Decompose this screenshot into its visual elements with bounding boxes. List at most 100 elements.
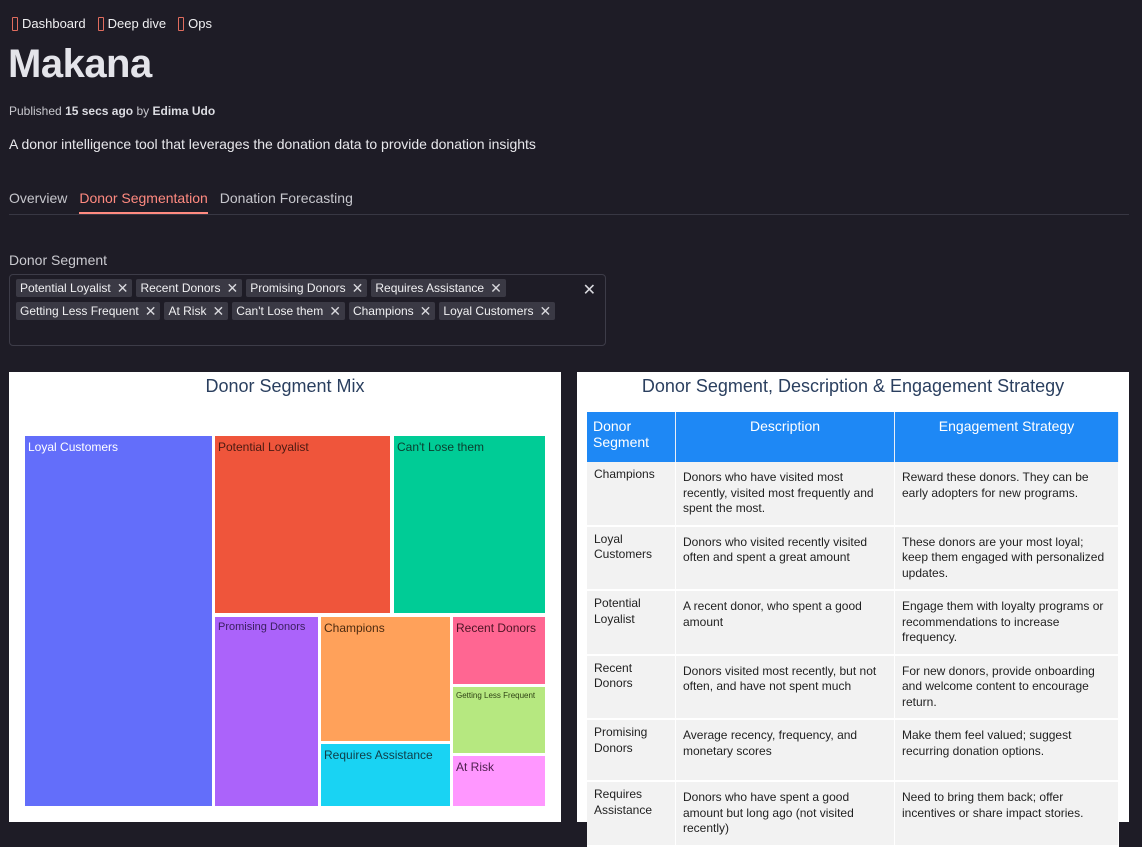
donor-segment-treemap: Loyal Customers Potential Loyalist Can't… bbox=[25, 436, 545, 806]
chip-loyal-customers: Loyal Customers ✕ bbox=[439, 302, 556, 320]
tab-bar: Overview Donor Segmentation Donation For… bbox=[9, 190, 1129, 215]
chip-label: Recent Donors bbox=[140, 281, 221, 295]
remove-chip-icon[interactable]: ✕ bbox=[329, 303, 341, 319]
chip-label: Potential Loyalist bbox=[20, 281, 111, 295]
donor-segment-multiselect[interactable]: Potential Loyalist ✕ Recent Donors ✕ Promi… bbox=[9, 274, 606, 346]
header-donor-segment: Donor Segment bbox=[587, 412, 676, 462]
cell-description: Donors who have visited most recently, v… bbox=[675, 462, 895, 527]
remove-chip-icon[interactable]: ✕ bbox=[539, 303, 552, 319]
tag-list: Dashboard Deep dive Ops bbox=[12, 16, 212, 31]
remove-chip-icon[interactable]: ✕ bbox=[351, 280, 364, 296]
tab-donation-forecasting[interactable]: Donation Forecasting bbox=[219, 190, 353, 206]
tag-label: Dashboard bbox=[22, 16, 86, 31]
chip-label: Can't Lose them bbox=[236, 304, 324, 318]
table-row: Promising Donors Average recency, freque… bbox=[587, 719, 1119, 782]
tab-donor-segmentation[interactable]: Donor Segmentation bbox=[79, 190, 208, 214]
remove-chip-icon[interactable]: ✕ bbox=[226, 280, 239, 296]
published-time: 15 secs ago bbox=[65, 104, 134, 118]
remove-chip-icon[interactable]: ✕ bbox=[419, 303, 432, 319]
treemap-cell-label: At Risk bbox=[456, 760, 495, 774]
selected-chips: Potential Loyalist ✕ Recent Donors ✕ Promi… bbox=[16, 279, 576, 320]
chip-promising-donors: Promising Donors ✕ bbox=[246, 279, 368, 297]
remove-chip-icon[interactable]: ✕ bbox=[212, 303, 225, 319]
donor-segment-label: Donor Segment bbox=[9, 252, 108, 268]
cell-segment: Recent Donors bbox=[587, 654, 676, 720]
treemap-cell-loyal-customers[interactable]: Loyal Customers bbox=[25, 436, 212, 806]
cell-strategy: These donors are your most loyal; keep t… bbox=[894, 525, 1119, 591]
table-row: Potential Loyalist A recent donor, who s… bbox=[587, 590, 1119, 656]
cell-segment: Loyal Customers bbox=[587, 525, 676, 591]
chip-label: Requires Assistance bbox=[375, 281, 485, 295]
treemap-cell-cant-lose-them[interactable]: Can't Lose them bbox=[394, 436, 545, 613]
tag-dashboard[interactable]: Dashboard bbox=[12, 16, 86, 31]
chip-at-risk: At Risk ✕ bbox=[164, 302, 229, 320]
treemap-cell-label: Potential Loyalist bbox=[218, 440, 309, 454]
tag-ops[interactable]: Ops bbox=[178, 16, 212, 31]
cell-strategy: Make them feel valued; suggest recurring… bbox=[894, 719, 1119, 782]
chip-label: Loyal Customers bbox=[443, 304, 534, 318]
app-description: A donor intelligence tool that leverages… bbox=[9, 136, 536, 152]
treemap-cell-potential-loyalist[interactable]: Potential Loyalist bbox=[215, 436, 390, 613]
tag-label: Ops bbox=[188, 16, 212, 31]
cell-strategy: For new donors, provide onboarding and w… bbox=[894, 654, 1119, 720]
chip-label: Promising Donors bbox=[250, 281, 346, 295]
tag-icon bbox=[178, 16, 185, 31]
strategy-table: Donor Segment Description Engagement Str… bbox=[587, 412, 1119, 847]
published-prefix: Published bbox=[9, 104, 62, 118]
tag-icon bbox=[97, 16, 104, 31]
chip-recent-donors: Recent Donors ✕ bbox=[136, 279, 243, 297]
treemap-cell-label: Loyal Customers bbox=[28, 440, 119, 454]
remove-chip-icon[interactable]: ✕ bbox=[144, 303, 157, 319]
remove-chip-icon[interactable]: ✕ bbox=[116, 280, 129, 296]
treemap-cell-label: Requires Assistance bbox=[324, 748, 433, 762]
table-header-row: Donor Segment Description Engagement Str… bbox=[587, 412, 1119, 462]
cell-segment: Champions bbox=[587, 462, 676, 527]
treemap-cell-champions[interactable]: Champions bbox=[321, 617, 450, 741]
published-meta: Published 15 secs ago by Edima Udo bbox=[9, 104, 215, 118]
tag-icon bbox=[12, 16, 18, 31]
chip-potential-loyalist: Potential Loyalist ✕ bbox=[16, 279, 133, 297]
treemap-cell-label: Getting Less Frequent bbox=[456, 691, 536, 700]
tag-deep-dive[interactable]: Deep dive bbox=[97, 16, 167, 31]
table-row: Champions Donors who have visited most r… bbox=[587, 462, 1119, 527]
chip-getting-less-frequent: Getting Less Frequent ✕ bbox=[16, 302, 161, 320]
treemap-cell-recent-donors[interactable]: Recent Donors bbox=[453, 617, 545, 684]
cell-description: Donors visited most recently, but not of… bbox=[675, 654, 895, 720]
treemap-cell-label: Promising Donors bbox=[218, 621, 306, 633]
author-name: Edima Udo bbox=[152, 104, 216, 118]
header-engagement-strategy: Engagement Strategy bbox=[894, 412, 1119, 462]
strategy-table-title: Donor Segment, Description & Engagement … bbox=[641, 376, 1065, 396]
clear-all-icon[interactable]: ✕ bbox=[582, 282, 596, 299]
treemap-cell-promising-donors[interactable]: Promising Donors bbox=[215, 617, 318, 806]
cell-segment: Promising Donors bbox=[587, 719, 676, 782]
strategy-panel: Donor Segment, Description & Engagement … bbox=[577, 372, 1129, 847]
remove-chip-icon[interactable]: ✕ bbox=[490, 280, 502, 296]
cell-description: Average recency, frequency, and monetary… bbox=[675, 719, 895, 782]
treemap-cell-getting-less-frequent[interactable]: Getting Less Frequent bbox=[453, 687, 545, 753]
table-row: Loyal Customers Donors who visited recen… bbox=[587, 525, 1119, 591]
page-title: Makana bbox=[8, 42, 152, 86]
table-row: Recent Donors Donors visited most recent… bbox=[587, 654, 1119, 720]
cell-strategy: Engage them with loyalty programs or rec… bbox=[894, 590, 1119, 656]
chip-label: Getting Less Frequent bbox=[20, 304, 139, 318]
chip-label: Champions bbox=[352, 304, 414, 318]
chip-label: At Risk bbox=[168, 304, 207, 318]
tag-label: Deep dive bbox=[107, 16, 167, 31]
chip-cant-lose-them: Can't Lose them ✕ bbox=[232, 302, 345, 320]
treemap-cell-requires-assistance[interactable]: Requires Assistance bbox=[321, 744, 450, 806]
header-description: Description bbox=[675, 412, 895, 462]
treemap-panel: Donor Segment Mix Loyal Customers Potent… bbox=[9, 372, 561, 822]
published-by-prefix: by bbox=[136, 104, 150, 118]
cell-description: A recent donor, who spent a good amount bbox=[675, 590, 895, 656]
treemap-title: Donor Segment Mix bbox=[205, 376, 365, 396]
cell-segment: Potential Loyalist bbox=[587, 590, 676, 656]
treemap-cell-label: Champions bbox=[324, 621, 385, 635]
treemap-cell-label: Recent Donors bbox=[456, 621, 537, 635]
chip-champions: Champions ✕ bbox=[348, 302, 436, 320]
chip-requires-assistance: Requires Assistance ✕ bbox=[371, 279, 506, 297]
treemap-cell-label: Can't Lose them bbox=[397, 440, 485, 454]
treemap-cell-at-risk[interactable]: At Risk bbox=[453, 756, 545, 806]
cell-description: Donors who visited recently visited ofte… bbox=[675, 525, 895, 591]
cell-strategy: Reward these donors. They can be early a… bbox=[894, 462, 1119, 527]
tab-overview[interactable]: Overview bbox=[9, 190, 68, 206]
